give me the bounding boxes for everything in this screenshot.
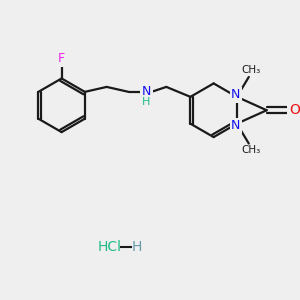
Text: HCl: HCl	[97, 240, 121, 254]
Text: O: O	[289, 103, 300, 117]
Text: H: H	[142, 97, 151, 107]
Text: CH₃: CH₃	[241, 146, 260, 155]
Text: F: F	[58, 52, 65, 65]
Text: N: N	[231, 88, 241, 101]
Text: CH₃: CH₃	[241, 65, 260, 75]
Text: N: N	[231, 119, 241, 132]
Text: N: N	[142, 85, 151, 98]
Text: H: H	[132, 240, 142, 254]
